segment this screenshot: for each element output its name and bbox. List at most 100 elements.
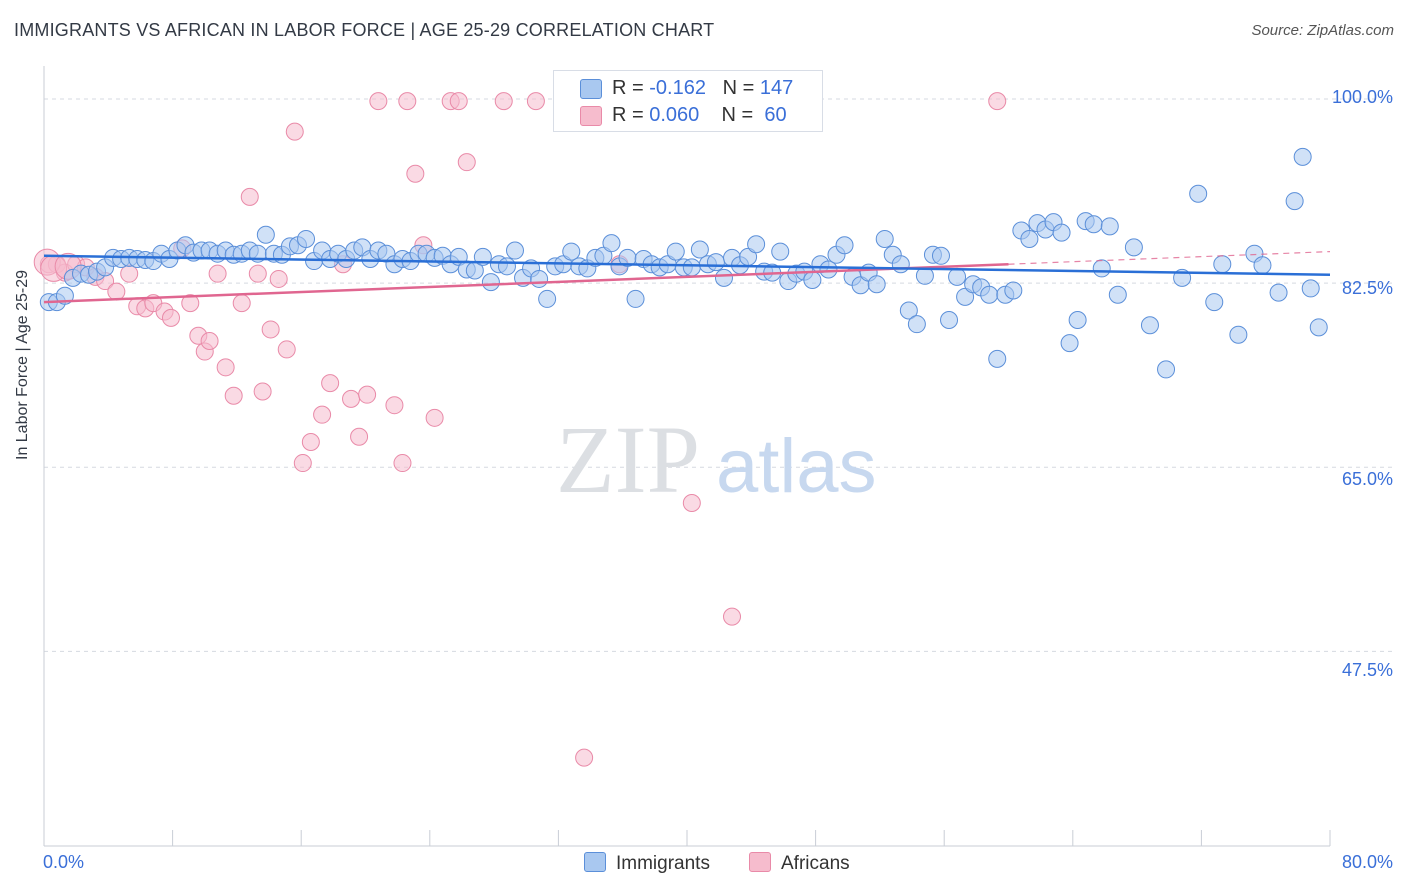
- immigrants-point: [505, 241, 524, 260]
- africans-point: [425, 408, 444, 427]
- bottom-legend-africans: Africans: [749, 852, 850, 875]
- africans-point: [181, 294, 200, 313]
- x-tick-label-max: 80.0%: [1341, 852, 1393, 872]
- legend-immigrants-text: R = -0.162 N = 147: [612, 77, 794, 99]
- grid-lines: [44, 98, 1394, 652]
- immigrants-point: [1100, 217, 1119, 236]
- y-tick-label-47-5: 47.5%: [1341, 660, 1393, 680]
- africans-point: [301, 433, 320, 452]
- africans-point: [457, 153, 476, 172]
- immigrants-point: [875, 229, 894, 248]
- trend-lines: [43, 250, 1331, 304]
- immigrants-point: [1213, 255, 1232, 274]
- immigrants-swatch: [580, 79, 602, 99]
- africans-point: [369, 92, 388, 111]
- immigrants-point: [562, 242, 581, 261]
- immigrants-point: [948, 267, 967, 286]
- africans-point: [120, 264, 139, 283]
- africans-point: [342, 389, 361, 408]
- africans-point: [575, 748, 594, 767]
- chart-title: IMMIGRANTS VS AFRICAN IN LABOR FORCE | A…: [14, 20, 715, 40]
- immigrants-point: [690, 240, 709, 259]
- immigrants-point: [867, 275, 886, 294]
- immigrants-point: [1084, 215, 1103, 234]
- africans-point: [240, 187, 259, 206]
- bottom-immigrants-swatch: [584, 852, 606, 872]
- bottom-africans-swatch: [749, 852, 771, 872]
- immigrants-point: [1108, 285, 1127, 304]
- immigrants-point: [297, 229, 316, 248]
- immigrants-point: [1205, 293, 1224, 312]
- immigrants-point: [1068, 310, 1087, 329]
- africans-point: [200, 332, 219, 351]
- africans-point: [385, 396, 404, 415]
- immigrants-point: [714, 268, 733, 287]
- africans-point: [723, 607, 742, 626]
- africans-point: [285, 122, 304, 141]
- africans-point: [208, 264, 227, 283]
- africans-trend-extension: [1008, 250, 1331, 265]
- immigrants-point: [1189, 184, 1208, 203]
- africans-point: [398, 92, 417, 111]
- africans-point: [269, 269, 288, 288]
- immigrants-point: [706, 253, 725, 272]
- immigrants-point: [1004, 281, 1023, 300]
- immigrants-point: [1060, 334, 1079, 353]
- africans-point: [293, 454, 312, 473]
- immigrants-point: [803, 270, 822, 289]
- immigrants-point: [988, 349, 1007, 368]
- watermark-atlas: atlas: [716, 424, 877, 509]
- immigrants-point: [835, 236, 854, 255]
- immigrants-point: [931, 246, 950, 265]
- immigrants-point: [891, 255, 910, 274]
- immigrants-point: [1269, 283, 1288, 302]
- africans-point: [248, 264, 267, 283]
- immigrants-point: [1140, 316, 1159, 335]
- y-tick-label-100: 100.0%: [1331, 87, 1393, 107]
- immigrants-point: [497, 257, 516, 276]
- africans-point: [988, 92, 1007, 111]
- immigrants-point: [1253, 256, 1272, 275]
- immigrants-point: [980, 285, 999, 304]
- immigrants-point: [1229, 325, 1248, 344]
- immigrants-point: [907, 315, 926, 334]
- africans-point: [350, 427, 369, 446]
- africans-point: [216, 358, 235, 377]
- africans-point: [321, 374, 340, 393]
- immigrants-point: [1052, 223, 1071, 242]
- immigrants-point: [481, 273, 500, 292]
- immigrants-point: [1293, 147, 1312, 166]
- africans-point: [313, 405, 332, 424]
- x-tick-label-min: 0.0%: [43, 852, 85, 872]
- immigrants-point: [626, 289, 645, 308]
- africans-swatch: [580, 106, 602, 126]
- immigrants-points: [39, 147, 1328, 379]
- africans-point: [393, 454, 412, 473]
- immigrants-point: [256, 225, 275, 244]
- africans-point: [224, 386, 243, 405]
- africans-point: [358, 385, 377, 404]
- watermark-zip: ZIP: [556, 406, 700, 513]
- axes: [43, 66, 1331, 847]
- africans-point: [232, 294, 251, 313]
- africans-point: [261, 320, 280, 339]
- immigrants-point: [538, 289, 557, 308]
- africans-trend-line: [43, 262, 1009, 304]
- africans-point: [406, 164, 425, 183]
- immigrants-point: [1301, 279, 1320, 298]
- africans-point: [253, 382, 272, 401]
- africans-point: [682, 494, 701, 513]
- stats-legend: R = -0.162 N = 147 R = 0.060 N = 60: [553, 70, 823, 132]
- y-tick-label-82-5: 82.5%: [1341, 278, 1393, 298]
- immigrants-point: [1309, 318, 1328, 337]
- immigrants-point: [682, 258, 701, 277]
- immigrants-point: [530, 269, 549, 288]
- y-axis-label: In Labor Force | Age 25-29: [14, 269, 31, 460]
- africans-point: [277, 340, 296, 359]
- africans-point: [161, 308, 180, 327]
- bottom-legend-immigrants: Immigrants: [584, 852, 710, 875]
- immigrants-point: [1124, 238, 1143, 257]
- source-label: Source: ZipAtlas.com: [1251, 22, 1394, 39]
- immigrants-point: [602, 234, 621, 253]
